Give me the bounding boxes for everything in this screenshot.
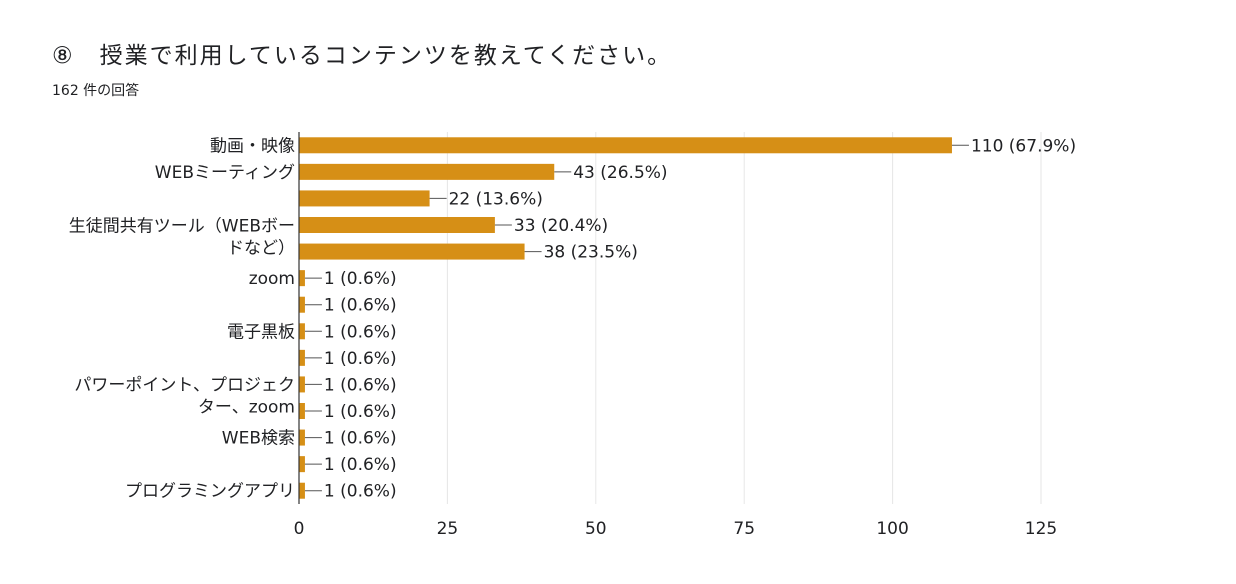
category-label: 生徒間共有ツール（WEBボー bbox=[69, 216, 295, 236]
bar bbox=[299, 190, 430, 207]
bar bbox=[299, 323, 305, 340]
data-label: 1 (0.6%) bbox=[324, 322, 397, 342]
category-label: WEB検索 bbox=[222, 429, 295, 449]
x-tick-label: 25 bbox=[437, 519, 459, 539]
data-label: 43 (26.5%) bbox=[573, 163, 667, 183]
x-tick-label: 125 bbox=[1025, 519, 1057, 539]
data-label: 33 (20.4%) bbox=[514, 216, 608, 236]
category-label: パワーポイント、プロジェク bbox=[74, 376, 295, 396]
category-label: zoom bbox=[249, 269, 295, 289]
x-tick-label: 0 bbox=[294, 519, 305, 539]
category-label: 動画・映像 bbox=[210, 136, 295, 156]
category-label: WEBミーティング bbox=[155, 163, 295, 183]
bar bbox=[299, 243, 525, 260]
data-label: 1 (0.6%) bbox=[324, 296, 397, 316]
bar bbox=[299, 270, 305, 287]
data-label: 110 (67.9%) bbox=[971, 136, 1076, 156]
x-tick-label: 75 bbox=[733, 519, 755, 539]
data-label: 1 (0.6%) bbox=[324, 482, 397, 502]
category-label: 電子黒板 bbox=[227, 322, 295, 342]
bar bbox=[299, 482, 305, 499]
bar bbox=[299, 296, 305, 313]
bar bbox=[299, 429, 305, 446]
response-count: 162 件の回答 bbox=[52, 83, 140, 99]
bar bbox=[299, 163, 555, 180]
x-tick-label: 100 bbox=[876, 519, 908, 539]
bar bbox=[299, 403, 305, 419]
category-label: ドなど） bbox=[227, 238, 295, 258]
question-title: ⑧ 授業で利用しているコンテンツを教えてください。 bbox=[52, 43, 673, 69]
x-tick-label: 50 bbox=[585, 519, 607, 539]
data-label: 22 (13.6%) bbox=[449, 189, 543, 209]
category-label: ター、zoom bbox=[198, 398, 295, 418]
data-label: 1 (0.6%) bbox=[324, 269, 397, 289]
data-label: 1 (0.6%) bbox=[324, 429, 397, 449]
bar bbox=[299, 349, 305, 366]
category-label: プログラミングアプリ bbox=[125, 482, 295, 502]
bar bbox=[299, 137, 952, 154]
data-label: 1 (0.6%) bbox=[324, 402, 397, 422]
bar bbox=[299, 376, 305, 393]
data-label: 1 (0.6%) bbox=[324, 455, 397, 475]
data-label: 1 (0.6%) bbox=[324, 375, 397, 395]
bar bbox=[299, 217, 495, 233]
data-label: 1 (0.6%) bbox=[324, 349, 397, 369]
data-label: 38 (23.5%) bbox=[544, 243, 638, 263]
bar bbox=[299, 456, 305, 473]
